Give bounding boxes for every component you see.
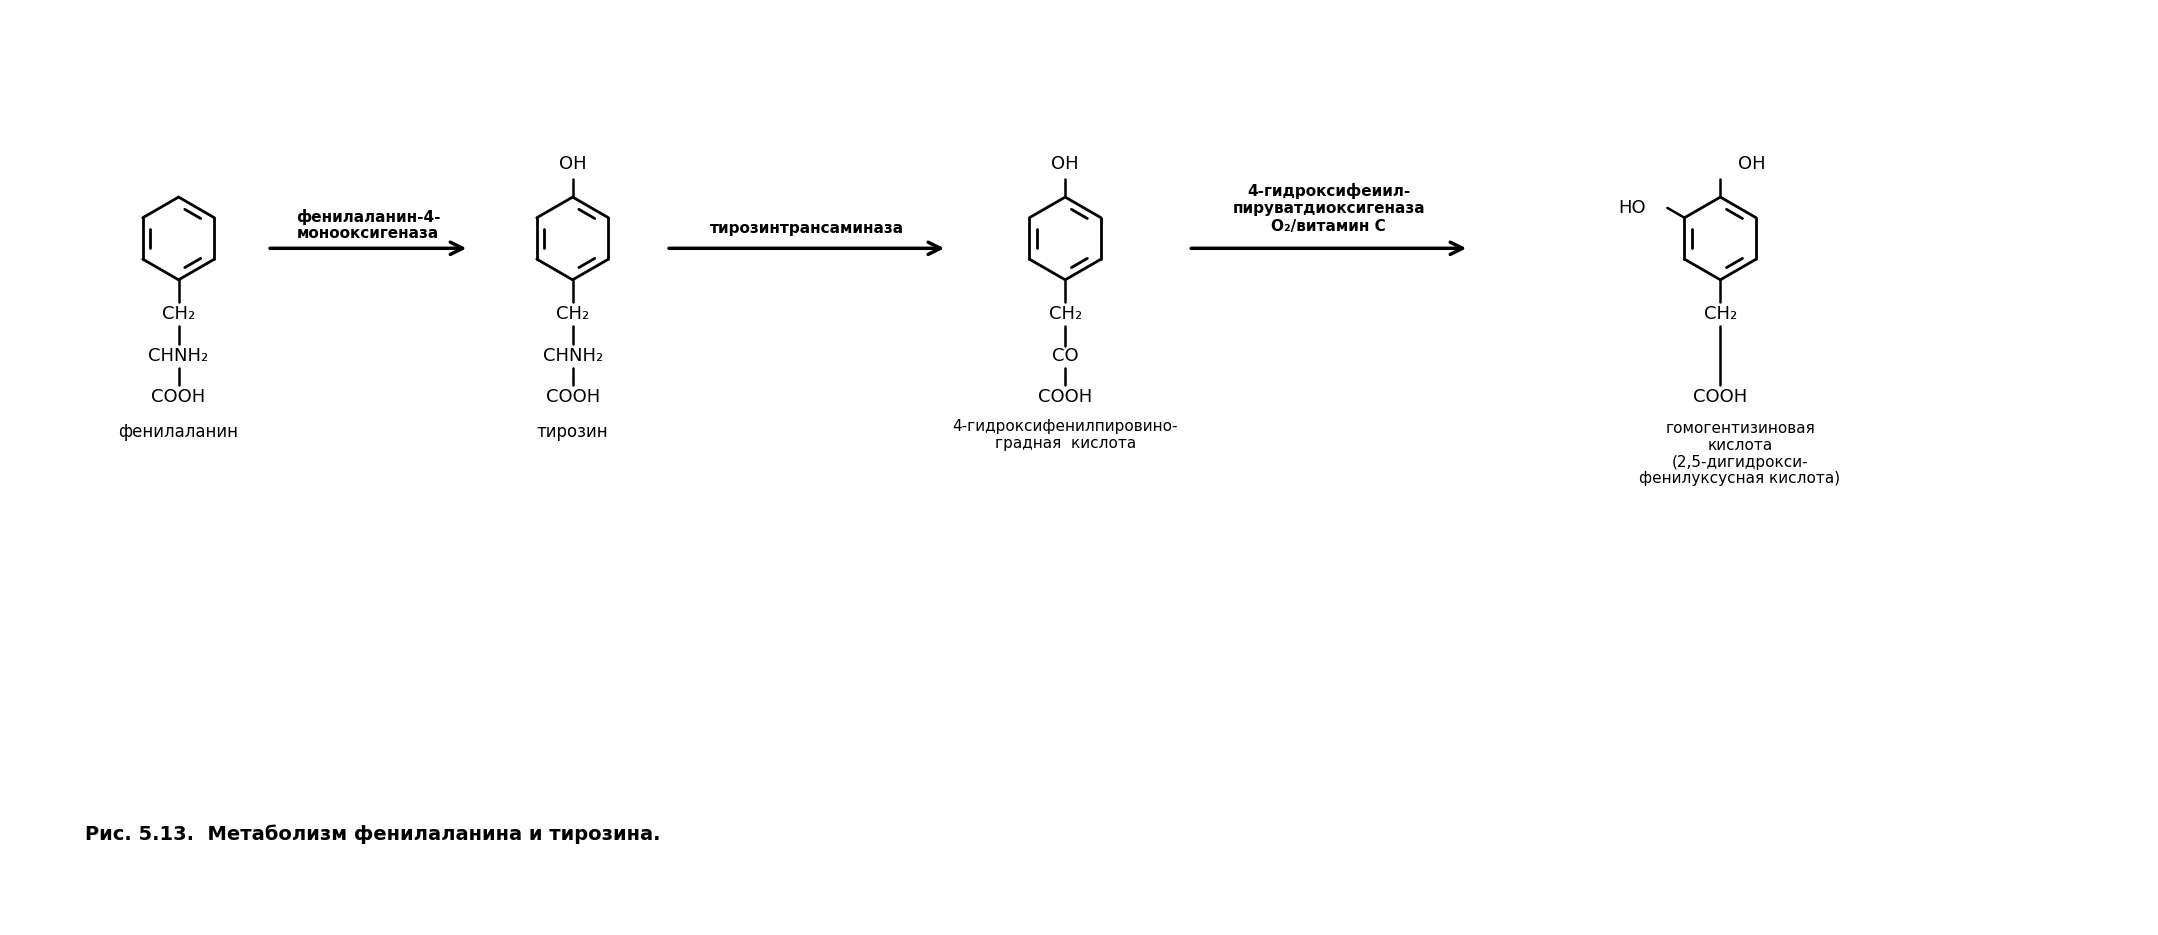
Text: CO: CO (1051, 347, 1079, 365)
Text: (2,5-дигидрокси-: (2,5-дигидрокси- (1672, 454, 1808, 469)
Text: CH₂: CH₂ (1703, 306, 1737, 324)
Text: 4-гидроксифенилпировино-: 4-гидроксифенилпировино- (952, 419, 1178, 434)
Text: монооксигеназа: монооксигеназа (298, 226, 440, 241)
Text: тирозин: тирозин (537, 423, 609, 440)
Text: фенилаланин: фенилаланин (119, 423, 240, 440)
Text: COOH: COOH (151, 388, 205, 406)
Text: OH: OH (1737, 154, 1765, 173)
Text: тирозинтрансаминаза: тирозинтрансаминаза (710, 221, 904, 237)
Text: фенилуксусная кислота): фенилуксусная кислота) (1640, 471, 1841, 486)
Text: 4-гидроксифеиил-: 4-гидроксифеиил- (1247, 183, 1411, 199)
Text: CH₂: CH₂ (162, 306, 194, 324)
Text: CHNH₂: CHNH₂ (149, 347, 209, 365)
Text: O₂/витамин С: O₂/витамин С (1271, 219, 1385, 234)
Text: OH: OH (1051, 154, 1079, 173)
Text: CHNH₂: CHNH₂ (542, 347, 602, 365)
Text: Рис. 5.13.  Метаболизм фенилаланина и тирозина.: Рис. 5.13. Метаболизм фенилаланина и тир… (84, 825, 660, 844)
Text: кислота: кислота (1707, 438, 1772, 453)
Text: CH₂: CH₂ (557, 306, 589, 324)
Text: гомогентизиновая: гомогентизиновая (1666, 421, 1815, 436)
Text: OH: OH (559, 154, 587, 173)
Text: пируватдиоксигеназа: пируватдиоксигеназа (1232, 201, 1424, 216)
Text: COOH: COOH (546, 388, 600, 406)
Text: HO: HO (1618, 199, 1647, 217)
Text: CH₂: CH₂ (1049, 306, 1081, 324)
Text: градная  кислота: градная кислота (995, 436, 1135, 451)
Text: COOH: COOH (1038, 388, 1092, 406)
Text: фенилаланин-4-: фенилаланин-4- (296, 209, 440, 224)
Text: COOH: COOH (1694, 388, 1748, 406)
